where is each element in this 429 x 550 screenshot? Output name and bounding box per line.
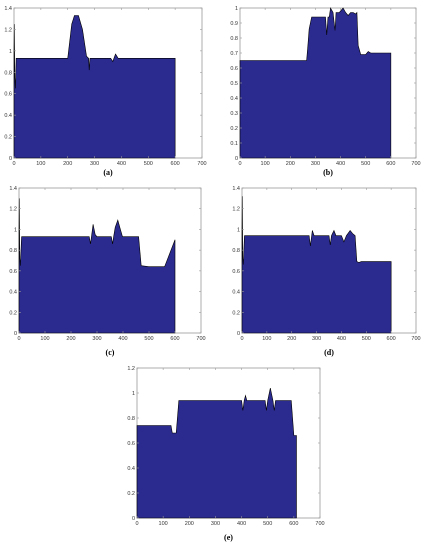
panel-label: (a) bbox=[103, 168, 113, 177]
x-tick-label: 500 bbox=[144, 161, 153, 167]
x-tick-label: 700 bbox=[411, 161, 420, 167]
x-tick-label: 600 bbox=[387, 336, 396, 342]
y-tick-label: 0.2 bbox=[4, 135, 12, 141]
x-tick-label: 500 bbox=[362, 336, 371, 342]
x-tick-label: 400 bbox=[117, 161, 126, 167]
x-tick-label: 600 bbox=[171, 161, 180, 167]
y-tick-label: 0.9 bbox=[230, 21, 238, 27]
x-tick-label: 400 bbox=[118, 336, 127, 342]
y-tick-label: 0.4 bbox=[9, 290, 17, 296]
y-tick-label: 0.2 bbox=[9, 310, 17, 316]
y-tick-label: 0.8 bbox=[230, 36, 238, 42]
x-tick-label: 300 bbox=[312, 336, 321, 342]
y-tick-label: 0.6 bbox=[232, 269, 240, 275]
x-tick-label: 0 bbox=[135, 521, 138, 527]
x-tick-label: 700 bbox=[411, 336, 420, 342]
x-tick-label: 700 bbox=[196, 336, 205, 342]
data-area bbox=[241, 196, 392, 334]
chart-panel-d: 0 100 200 300 400 500 600 700 0 0.2 0.4 0.6 0.8 1 1.2 1… bbox=[232, 186, 420, 357]
x-tick-label: 200 bbox=[286, 161, 295, 167]
x-tick-label: 300 bbox=[311, 161, 320, 167]
y-tick-label: 1.2 bbox=[232, 207, 240, 213]
y-tick-label: 1.2 bbox=[9, 207, 17, 213]
x-tick-label: 400 bbox=[337, 336, 346, 342]
data-area bbox=[18, 198, 176, 334]
y-tick-label: 1.4 bbox=[9, 186, 17, 192]
y-tick-label: 0.7 bbox=[230, 51, 238, 57]
x-tick-label: 400 bbox=[237, 521, 246, 527]
x-tick-label: 300 bbox=[92, 336, 101, 342]
panel-label: (b) bbox=[323, 168, 333, 177]
chart-panel-b: 0 100 200 300 400 500 600 700 0 0.1 0.2 0.3 0.4 0.5 0.… bbox=[230, 6, 420, 177]
panel-label: (e) bbox=[224, 533, 233, 542]
y-tick-label: 0.8 bbox=[127, 416, 135, 422]
panel-label: (c) bbox=[106, 348, 115, 357]
x-tick-label: 300 bbox=[211, 521, 220, 527]
y-tick-label: 1.4 bbox=[4, 6, 12, 12]
y-tick-label: 1.2 bbox=[127, 366, 135, 372]
y-tick-label: 0 bbox=[9, 156, 12, 162]
data-area bbox=[136, 387, 297, 519]
y-tick-label: 0.3 bbox=[230, 111, 238, 117]
y-tick-label: 1 bbox=[9, 49, 12, 55]
y-tick-label: 1 bbox=[132, 391, 135, 397]
y-tick-label: 0.6 bbox=[127, 441, 135, 447]
x-tick-label: 500 bbox=[144, 336, 153, 342]
y-tick-label: 0.8 bbox=[232, 248, 240, 254]
x-tick-label: 100 bbox=[262, 336, 271, 342]
y-tick-label: 0.4 bbox=[127, 466, 135, 472]
y-tick-label: 0.2 bbox=[127, 491, 135, 497]
x-tick-label: 100 bbox=[261, 161, 270, 167]
x-tick-label: 100 bbox=[36, 161, 45, 167]
chart-panel-c: 0 100 200 300 400 500 600 700 0 0.2 0.4 0.6 0.8 1 1.2 1… bbox=[9, 186, 205, 357]
y-tick-label: 0.6 bbox=[4, 92, 12, 98]
data-area bbox=[239, 7, 392, 159]
x-tick-label: 700 bbox=[315, 521, 324, 527]
y-tick-label: 0.2 bbox=[232, 310, 240, 316]
y-tick-label: 0.6 bbox=[9, 269, 17, 275]
y-tick-label: 0.8 bbox=[9, 248, 17, 254]
x-tick-label: 400 bbox=[336, 161, 345, 167]
y-tick-label: 1 bbox=[235, 6, 238, 12]
y-tick-label: 0.6 bbox=[230, 66, 238, 72]
x-tick-label: 300 bbox=[90, 161, 99, 167]
x-tick-label: 0 bbox=[12, 161, 15, 167]
y-tick-label: 0.8 bbox=[4, 70, 12, 76]
panel-label: (d) bbox=[324, 348, 334, 357]
y-tick-label: 0 bbox=[14, 331, 17, 337]
y-tick-label: 0.1 bbox=[230, 141, 238, 147]
x-tick-label: 200 bbox=[287, 336, 296, 342]
chart-panel-a: 0 100 200 300 400 500 600 700 0 0.2 0.4 0.6 0.8 1 1.2 1… bbox=[4, 6, 206, 177]
x-tick-label: 500 bbox=[361, 161, 370, 167]
x-tick-label: 200 bbox=[63, 161, 72, 167]
y-tick-label: 0.5 bbox=[230, 81, 238, 87]
x-tick-label: 100 bbox=[159, 521, 168, 527]
chart-panel-e: 0 100 200 300 400 500 600 700 0 0.2 0.4 0.6 0.8 1 1.2 (… bbox=[127, 366, 324, 542]
y-tick-label: 0 bbox=[235, 156, 238, 162]
x-tick-label: 200 bbox=[66, 336, 75, 342]
y-tick-label: 0 bbox=[132, 516, 135, 522]
y-tick-label: 0 bbox=[237, 331, 240, 337]
x-tick-label: 200 bbox=[185, 521, 194, 527]
x-tick-label: 0 bbox=[17, 336, 20, 342]
y-tick-label: 1.4 bbox=[232, 186, 240, 192]
y-tick-label: 0.4 bbox=[4, 113, 12, 119]
x-tick-label: 0 bbox=[240, 336, 243, 342]
x-tick-label: 600 bbox=[289, 521, 298, 527]
x-tick-label: 100 bbox=[40, 336, 49, 342]
x-tick-label: 0 bbox=[238, 161, 241, 167]
y-tick-label: 0.2 bbox=[230, 126, 238, 132]
y-tick-label: 1 bbox=[14, 227, 17, 233]
y-tick-label: 1.2 bbox=[4, 27, 12, 33]
x-tick-label: 700 bbox=[197, 161, 206, 167]
x-tick-label: 600 bbox=[386, 161, 395, 167]
y-tick-label: 0.4 bbox=[230, 96, 238, 102]
y-tick-label: 1 bbox=[237, 227, 240, 233]
x-tick-label: 500 bbox=[263, 521, 272, 527]
x-tick-label: 600 bbox=[170, 336, 179, 342]
data-area bbox=[13, 15, 176, 159]
y-tick-label: 0.4 bbox=[232, 290, 240, 296]
